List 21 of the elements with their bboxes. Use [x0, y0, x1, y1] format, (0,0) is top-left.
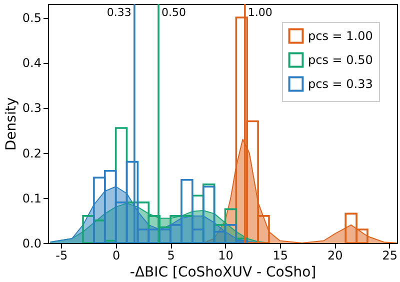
y-tick-label: 0.3: [22, 101, 42, 116]
annotation: 1.00: [248, 6, 272, 19]
x-tick-label: 20: [328, 248, 343, 262]
legend-label: pcs = 1.00: [308, 29, 373, 43]
x-tick-label: 5: [167, 248, 175, 262]
y-tick-label: 0.0: [22, 236, 42, 250]
x-axis-title: -ΔBIC [CoShoXUV - CoSho]: [130, 264, 316, 280]
y-tick-label: 0.5: [22, 11, 42, 26]
annotation: 0.33: [106, 6, 132, 19]
x-tick-label: -5: [56, 248, 68, 262]
annotation: 0.50: [162, 6, 186, 19]
legend-label: pcs = 0.33: [308, 77, 373, 91]
legend-label: pcs = 0.50: [308, 53, 373, 67]
y-axis-title: Density: [3, 97, 20, 151]
x-tick-label: 0: [112, 248, 120, 262]
y-tick-label: 0.1: [22, 191, 42, 206]
y-tick-label: 0.2: [22, 146, 42, 160]
x-tick-label: 15: [272, 248, 288, 262]
x-tick-label: 25: [382, 248, 398, 262]
x-tick-label: 10: [218, 248, 234, 262]
y-tick-label: 0.4: [22, 56, 42, 70]
